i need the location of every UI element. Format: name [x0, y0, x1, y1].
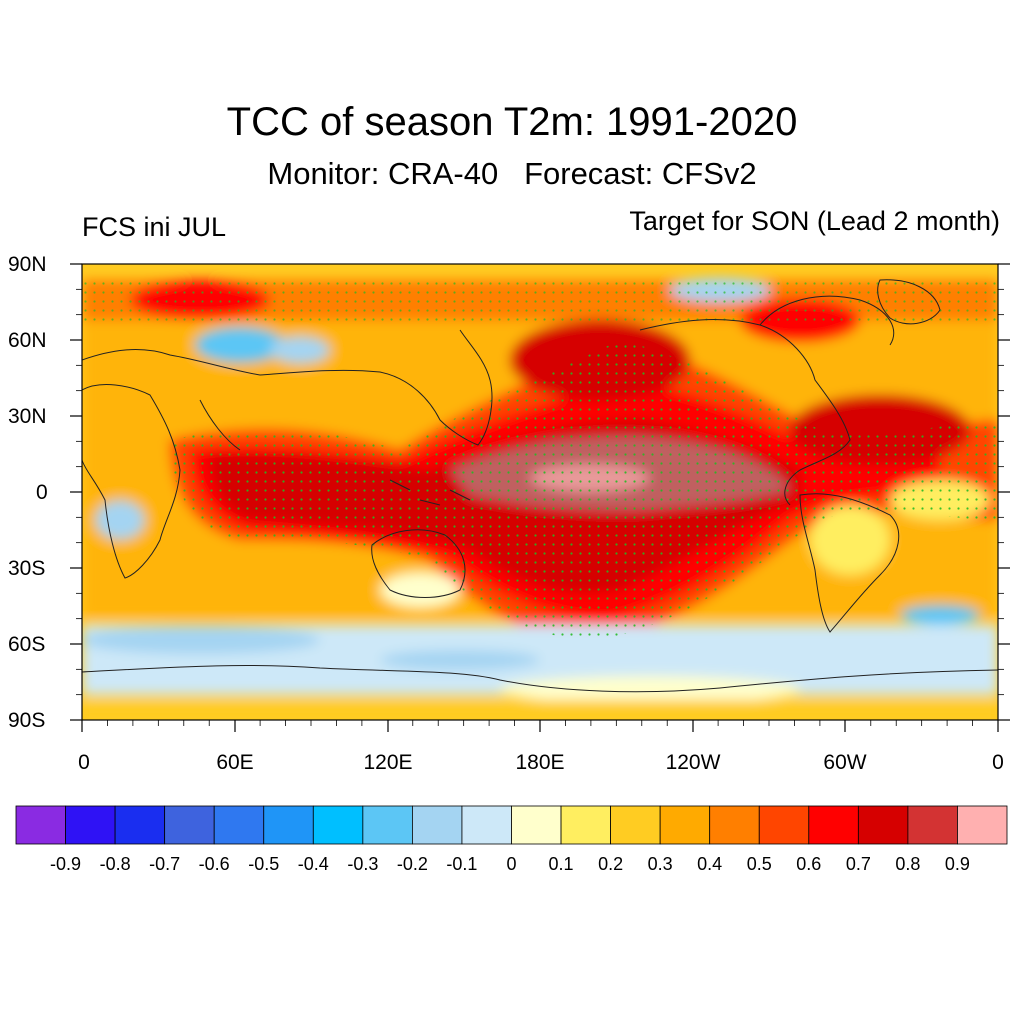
map-subtitle: Monitor: CRA-40 Forecast: CFSv2 [267, 156, 757, 191]
colorbar-box [511, 805, 562, 845]
right-string: Target for SON (Lead 2 month) [629, 206, 1000, 236]
colorbar-box [65, 805, 116, 845]
colorbar-label: 0 [506, 854, 517, 874]
lon-label-60w: 60W [823, 751, 867, 774]
colorbar-label: 0.2 [598, 854, 624, 874]
lon-label-120w: 120W [665, 751, 721, 774]
colorbar-label: -0.5 [248, 854, 280, 874]
colorbar-label: -0.2 [396, 854, 428, 874]
lat-ticks [70, 263, 1010, 721]
lon-label-180e: 180E [515, 751, 565, 774]
lat-label-90s: 90S [8, 709, 46, 732]
colorbar-box [907, 805, 958, 845]
colorbar-box [312, 805, 364, 845]
colorbar-box [15, 805, 66, 845]
lon-ticks [81, 720, 999, 732]
colorbar-label: 0.1 [548, 854, 574, 874]
lon-label-0-end: 0 [992, 751, 1004, 774]
colorbar-label: -0.6 [198, 854, 230, 874]
minor-ticks [76, 288, 1004, 726]
lat-label-30n: 30N [8, 405, 47, 428]
colorbar [15, 805, 1008, 845]
lat-label-60s: 60S [8, 633, 46, 656]
colorbar-box [610, 805, 661, 845]
colorbar-box [114, 805, 166, 845]
colorbar-box [263, 805, 314, 845]
colorbar-box [758, 805, 810, 845]
colorbar-label: -0.8 [99, 854, 131, 874]
lat-label-eq: 0 [36, 481, 48, 504]
colorbar-box [213, 805, 265, 845]
colorbar-label: 0.6 [796, 854, 822, 874]
colorbar-label: -0.1 [446, 854, 478, 874]
colorbar-box [709, 805, 760, 845]
lat-label-30s: 30S [8, 557, 46, 580]
colorbar-box [461, 805, 512, 845]
colorbar-box [659, 805, 711, 845]
colorbar-box [857, 805, 909, 845]
colorbar-label: 0.7 [845, 854, 871, 874]
colorbar-label: 0.9 [944, 854, 970, 874]
left-string: FCS ini JUL [82, 212, 227, 242]
colorbar-label: 0.4 [697, 854, 723, 874]
colorbar-box [411, 805, 463, 845]
colorbar-label: 0.8 [895, 854, 921, 874]
colorbar-box [164, 805, 215, 845]
map-title: TCC of season T2m: 1991-2020 [226, 100, 798, 144]
lat-label-60n: 60N [8, 329, 47, 352]
colorbar-box [957, 805, 1008, 845]
colorbar-label: -0.3 [347, 854, 379, 874]
colorbar-label: 0.3 [647, 854, 673, 874]
colorbar-box [808, 805, 859, 845]
lat-label-90n: 90N [8, 253, 47, 276]
colorbar-label: 0.5 [746, 854, 772, 874]
colorbar-box [560, 805, 611, 845]
colorbar-box [362, 805, 413, 845]
map-field [82, 264, 998, 720]
lon-label-60e: 60E [216, 751, 254, 774]
lon-label-120e: 120E [363, 751, 413, 774]
colorbar-label: -0.4 [297, 854, 329, 874]
lon-label-0: 0 [78, 751, 90, 774]
coastlines [82, 279, 998, 693]
colorbar-label: -0.9 [50, 854, 82, 874]
colorbar-label: -0.7 [149, 854, 181, 874]
